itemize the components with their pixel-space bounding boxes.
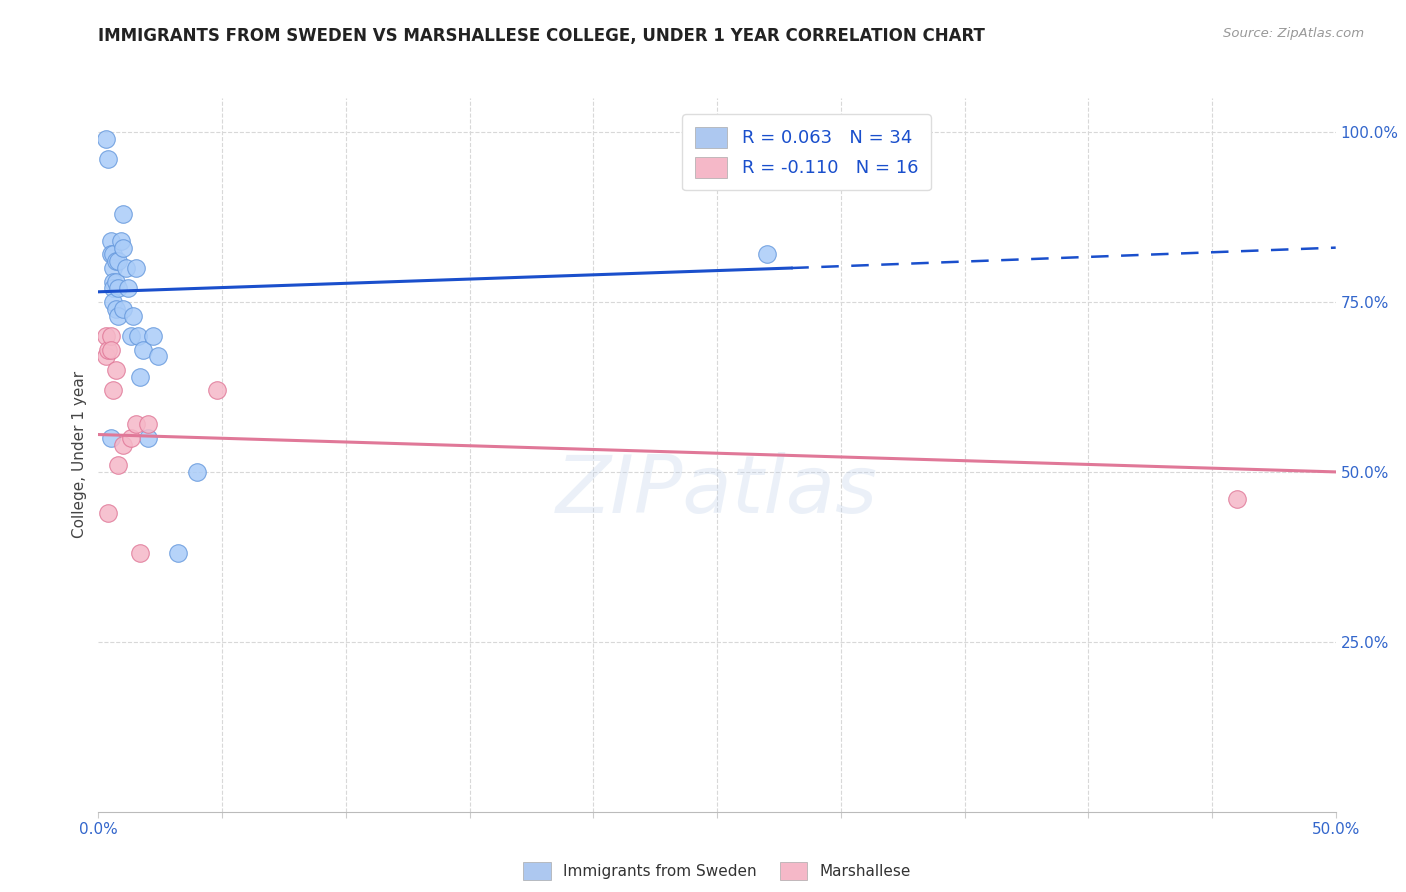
Point (114, 260, 136, 275)
Point (103, 384, 125, 398)
Point (136, 417, 159, 432)
Point (127, 329, 149, 343)
Point (100, 343, 122, 357)
Point (100, 431, 122, 445)
Point (124, 260, 146, 275)
Text: IMMIGRANTS FROM SWEDEN VS MARSHALLESE COLLEGE, UNDER 1 YEAR CORRELATION CHART: IMMIGRANTS FROM SWEDEN VS MARSHALLESE CO… (98, 27, 986, 45)
Point (112, 241, 135, 255)
Point (205, 384, 228, 398)
Point (104, 275, 127, 289)
Point (112, 438, 135, 452)
Point (122, 309, 145, 323)
Point (94, 350, 117, 364)
Point (120, 431, 142, 445)
Text: Source: ZipAtlas.com: Source: ZipAtlas.com (1223, 27, 1364, 40)
Point (132, 343, 155, 357)
Point (103, 281, 125, 295)
Point (97, 506, 120, 520)
Point (94, 132, 117, 146)
Point (110, 234, 132, 248)
Point (117, 281, 139, 295)
Point (103, 275, 125, 289)
Text: ZIPatlas: ZIPatlas (555, 451, 879, 530)
Point (103, 247, 125, 261)
Point (166, 546, 188, 560)
Point (112, 301, 135, 316)
Y-axis label: College, Under 1 year: College, Under 1 year (72, 371, 87, 539)
Point (142, 329, 165, 343)
Point (94, 329, 117, 343)
Point (755, 247, 778, 261)
Point (129, 546, 152, 560)
Point (100, 329, 122, 343)
Point (107, 309, 129, 323)
Point (104, 254, 127, 268)
Point (124, 417, 146, 432)
Point (103, 295, 125, 310)
Legend: Immigrants from Sweden, Marshallese: Immigrants from Sweden, Marshallese (517, 856, 917, 886)
Point (100, 234, 122, 248)
Point (104, 301, 127, 316)
Point (112, 207, 135, 221)
Point (103, 260, 125, 275)
Point (1226, 492, 1249, 507)
Point (107, 458, 129, 472)
Point (107, 254, 129, 268)
Point (107, 281, 129, 295)
Point (129, 369, 152, 384)
Point (136, 431, 159, 445)
Point (97, 343, 120, 357)
Point (97, 153, 120, 167)
Point (186, 465, 208, 479)
Point (104, 363, 127, 377)
Point (120, 329, 142, 343)
Point (100, 247, 122, 261)
Point (146, 350, 169, 364)
